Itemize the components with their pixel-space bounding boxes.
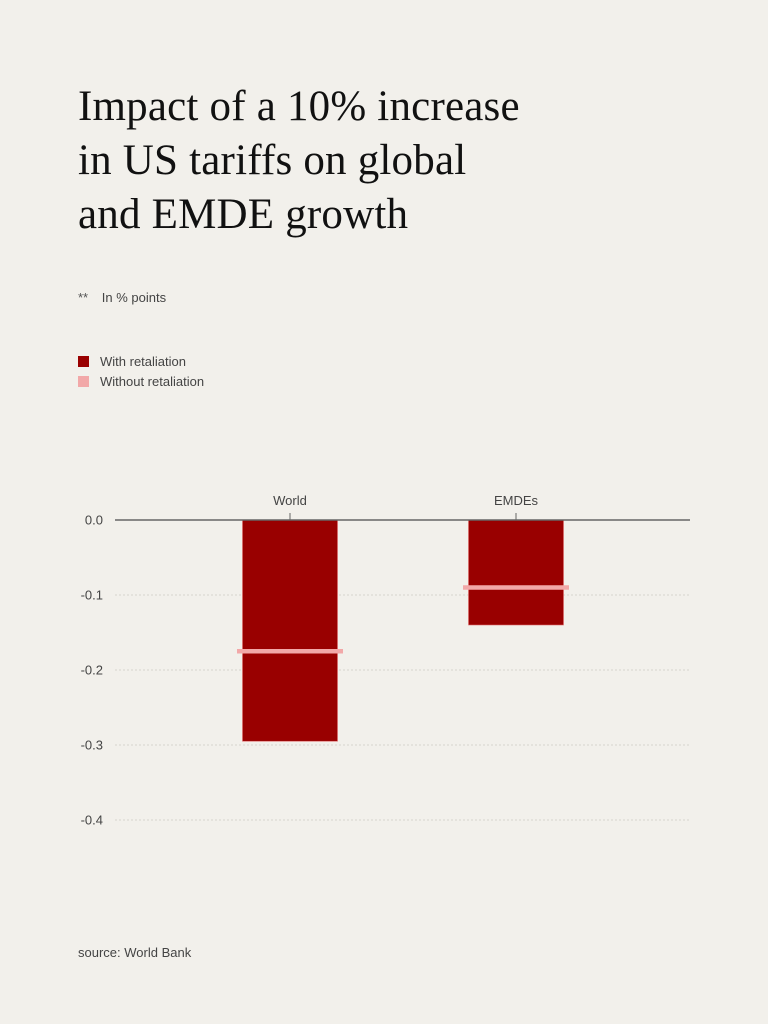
bar-emdes	[468, 519, 564, 626]
title-line-3: and EMDE growth	[78, 191, 409, 238]
y-tick-label: 0.0	[85, 513, 103, 528]
y-tick-label: -0.4	[81, 813, 103, 828]
legend-label: Without retaliation	[100, 373, 205, 389]
bar-world	[242, 519, 338, 742]
x-tick-label: World	[273, 493, 307, 508]
units-note: ** In % points	[78, 290, 166, 305]
legend-swatch-without-retaliation	[78, 375, 89, 387]
y-tick-label: -0.1	[81, 588, 103, 603]
legend-item-with-retaliation: With retaliation	[78, 351, 204, 371]
legend-label: With retaliation	[100, 353, 186, 369]
y-tick-label: -0.3	[81, 738, 103, 753]
legend: With retaliation Without retaliation	[78, 351, 204, 391]
note-marker: **	[78, 290, 89, 305]
source-note: source: World Bank	[78, 945, 192, 960]
x-tick-label: EMDEs	[494, 493, 539, 508]
y-tick-label: -0.2	[81, 663, 103, 678]
legend-swatch-with-retaliation	[78, 355, 89, 367]
title-line-2: in US tariffs on global	[78, 137, 467, 184]
legend-item-without-retaliation: Without retaliation	[78, 371, 204, 391]
units-text: In % points	[101, 290, 167, 305]
chart-title: Impact of a 10% increase in US tariffs o…	[78, 80, 678, 242]
title-line-1: Impact of a 10% increase	[78, 83, 520, 130]
